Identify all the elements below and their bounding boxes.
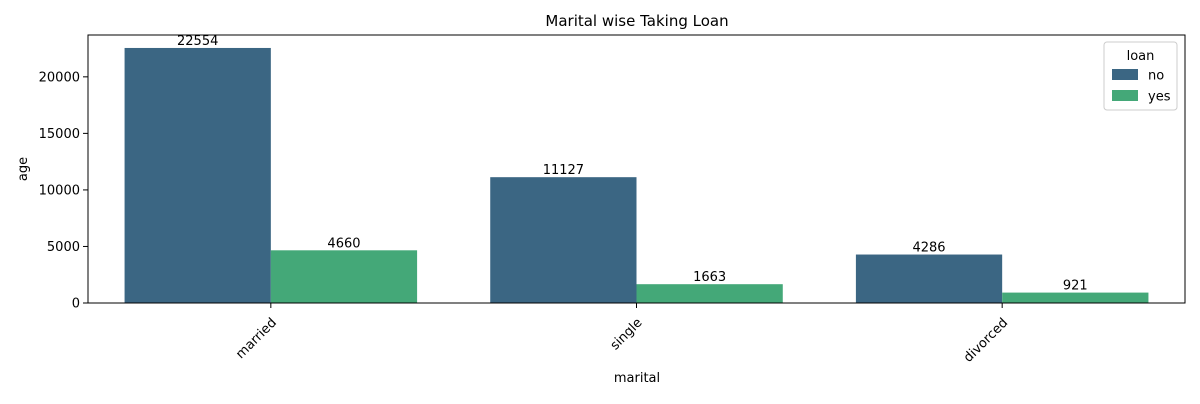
data-label-no-married: 22554 xyxy=(177,34,218,49)
y-tick-label-20000: 20000 xyxy=(39,70,80,85)
data-label-no-divorced: 4286 xyxy=(912,241,945,256)
data-label-no-single: 11127 xyxy=(543,163,584,178)
bar-no-divorced xyxy=(855,254,1003,303)
bar-yes-divorced xyxy=(1002,292,1149,303)
legend-swatch-yes xyxy=(1112,90,1138,101)
x-axis-label: marital xyxy=(614,371,660,386)
chart-title: Marital wise Taking Loan xyxy=(545,12,728,30)
bar-yes-married xyxy=(270,250,418,303)
bar-yes-single xyxy=(636,284,783,303)
y-tick-label-10000: 10000 xyxy=(39,183,80,198)
bar-no-married xyxy=(124,47,271,304)
bar-no-single xyxy=(490,177,637,303)
x-tick-label-divorced: divorced xyxy=(961,315,1011,365)
x-tick-label-married: married xyxy=(233,315,280,362)
data-label-yes-single: 1663 xyxy=(693,270,726,285)
legend-title: loan xyxy=(1127,49,1155,64)
legend-label-yes: yes xyxy=(1148,90,1171,105)
y-axis-label: age xyxy=(16,157,31,181)
data-label-yes-married: 4660 xyxy=(327,236,360,251)
y-tick-label-0: 0 xyxy=(72,297,80,312)
legend-swatch-no xyxy=(1112,69,1138,80)
y-tick-label-5000: 5000 xyxy=(47,240,80,255)
legend-label-no: no xyxy=(1148,69,1164,84)
x-tick-label-single: single xyxy=(608,315,646,353)
y-tick-label-15000: 15000 xyxy=(39,127,80,142)
data-label-yes-divorced: 921 xyxy=(1063,279,1088,294)
plot-area: 22554 11127 4286 4660 1663 921 0 5000 10000 15000… xyxy=(39,34,1186,366)
